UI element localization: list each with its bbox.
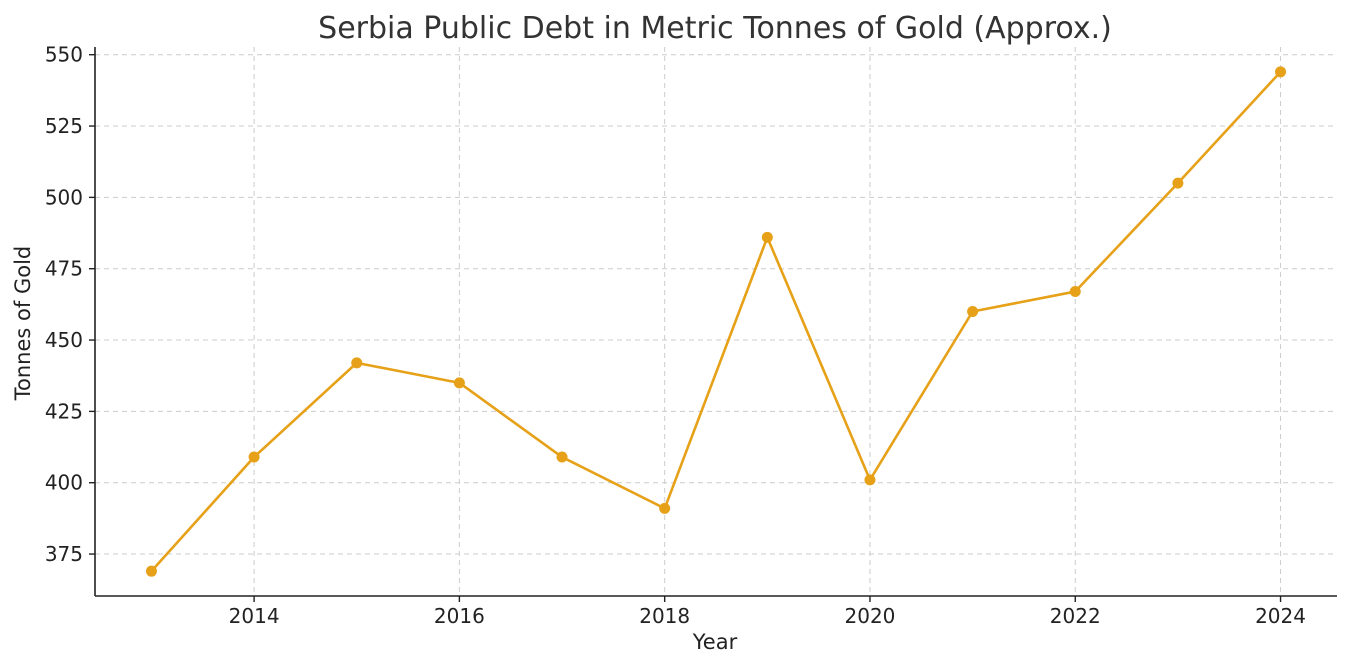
- x-tick-label: 2018: [639, 604, 690, 628]
- data-point: [248, 451, 260, 463]
- x-tick-label: 2022: [1050, 604, 1101, 628]
- grid-lines: [95, 47, 1337, 596]
- x-tick-label: 2016: [434, 604, 485, 628]
- data-point: [1172, 177, 1184, 189]
- data-point: [145, 565, 157, 577]
- data-point: [967, 306, 979, 318]
- data-series: [145, 66, 1287, 577]
- y-tick-label: 400: [45, 471, 83, 495]
- y-tick-label: 450: [45, 328, 83, 352]
- data-point: [659, 502, 671, 514]
- data-point: [351, 357, 363, 369]
- y-tick-label: 500: [45, 185, 83, 209]
- axes: [89, 47, 1337, 602]
- data-point: [453, 377, 465, 389]
- y-axis-label: Tonnes of Gold: [11, 246, 35, 401]
- data-point: [1275, 66, 1287, 78]
- x-tick-label: 2014: [229, 604, 280, 628]
- data-point: [864, 474, 876, 486]
- y-tick-label: 375: [45, 542, 83, 566]
- data-point: [761, 231, 773, 243]
- x-tick-label: 2024: [1255, 604, 1306, 628]
- y-tick-label: 425: [45, 399, 83, 423]
- x-axis-label: Year: [692, 630, 738, 654]
- data-point: [556, 451, 568, 463]
- y-tick-label: 525: [45, 114, 83, 138]
- y-tick-label: 550: [45, 43, 83, 67]
- y-tick-label: 475: [45, 257, 83, 281]
- data-point: [1069, 286, 1081, 298]
- tick-labels: 375 400 425 450 475 500 525 550 2014 2016 2018 2020…: [45, 43, 1306, 628]
- chart-title: Serbia Public Debt in Metric Tonnes of G…: [318, 11, 1112, 46]
- series-line: [150, 70, 1282, 573]
- x-tick-label: 2020: [845, 604, 896, 628]
